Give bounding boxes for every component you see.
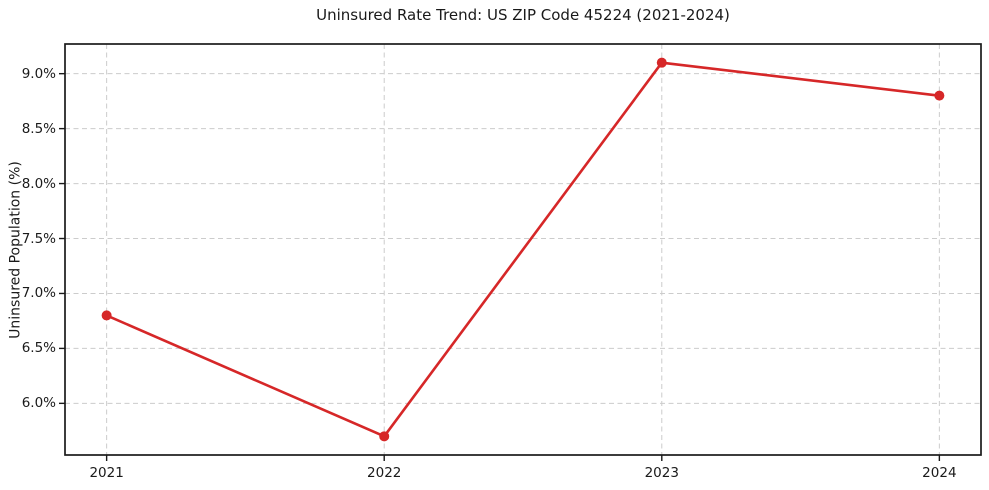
data-point-marker (656, 57, 667, 68)
x-tick-label: 2024 (922, 465, 957, 481)
y-tick-label: 7.0% (21, 285, 56, 302)
y-tick-label: 8.0% (21, 175, 56, 192)
data-point-marker (379, 431, 390, 442)
y-tick-label: 7.5% (21, 230, 56, 247)
x-tick-label: 2022 (367, 465, 402, 481)
y-tick-label: 9.0% (21, 65, 56, 82)
data-point-marker (101, 310, 112, 321)
trend-line (105, 61, 941, 438)
y-tick-label: 6.5% (21, 340, 56, 357)
x-tick-label: 2021 (89, 465, 124, 481)
plot-border (64, 43, 982, 456)
y-tick-label: 8.5% (21, 120, 56, 137)
x-tick-label: 2023 (644, 465, 679, 481)
data-point-marker (934, 90, 945, 101)
chart-title: Uninsured Rate Trend: US ZIP Code 45224 … (316, 6, 730, 24)
y-tick-label: 6.0% (21, 395, 56, 412)
